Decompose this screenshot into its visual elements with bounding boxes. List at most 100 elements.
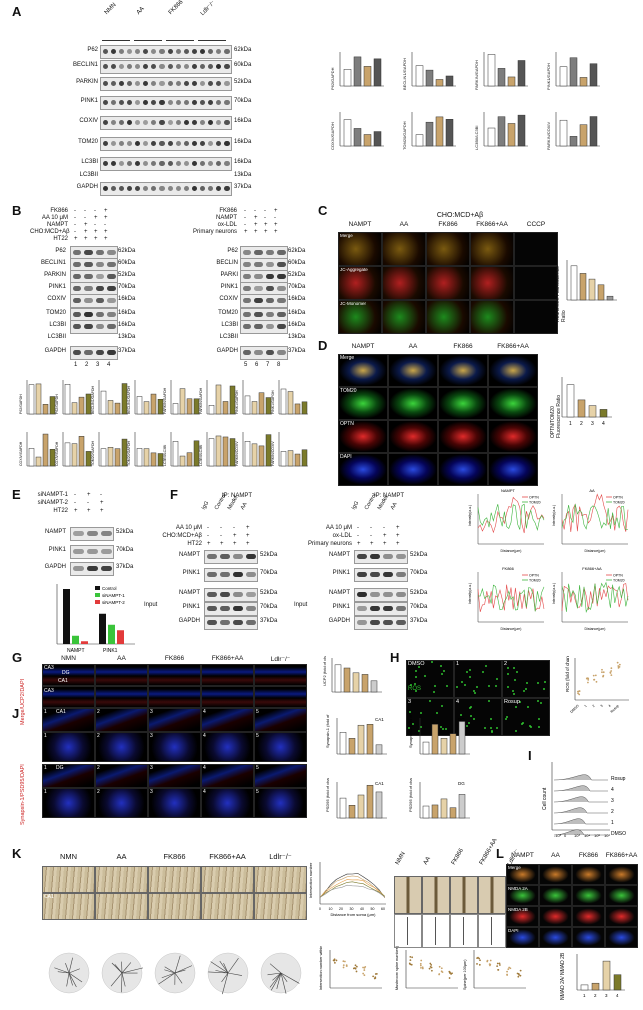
mini-bar-chart (242, 380, 272, 415)
blot-band (224, 161, 230, 166)
blot-band (200, 49, 206, 54)
micrograph-tile (201, 686, 254, 708)
dendrite (223, 962, 229, 974)
blot-band (143, 120, 149, 125)
dendrite (174, 955, 181, 974)
bar (114, 448, 121, 467)
bar (121, 438, 128, 467)
tile-label: 3 (408, 699, 412, 705)
micrograph-tile (514, 300, 558, 334)
bar (179, 455, 186, 467)
cell-dot (445, 685, 448, 688)
bar (222, 436, 229, 467)
blot-band (151, 64, 157, 69)
cell-dot (435, 712, 438, 715)
blot-band (84, 324, 93, 329)
mini-bar-chart (278, 380, 308, 415)
condition-sign: - (244, 208, 246, 214)
data-point (587, 681, 589, 684)
micrograph-tile (406, 660, 454, 698)
cell-dot (513, 666, 516, 669)
panel-label-b: B (12, 203, 22, 218)
condition-sign: - (74, 215, 76, 221)
blot-band (107, 286, 116, 291)
bar (157, 453, 164, 467)
blot-band (356, 592, 367, 597)
bar (422, 805, 430, 819)
bar (85, 393, 92, 415)
micrograph-tile (338, 354, 388, 387)
bar (294, 453, 301, 467)
condition-sign: + (274, 208, 278, 214)
tile-number: 5 (256, 733, 259, 739)
blot-band (84, 312, 93, 317)
blot-band (175, 186, 181, 191)
data-point (518, 973, 520, 976)
blot-band (242, 286, 251, 291)
bar (64, 384, 71, 415)
condition-sign: - (100, 492, 102, 498)
blot-label: PARKIN (76, 79, 98, 85)
dendrite (280, 972, 300, 984)
cell-dot (430, 661, 433, 664)
bar (487, 54, 496, 87)
kda-label: 70kDa (260, 604, 278, 610)
blot-band (200, 64, 206, 69)
blot-row-f (204, 550, 258, 564)
blot-band (102, 100, 108, 105)
data-point (333, 959, 336, 962)
y-axis-label: Synapsin-1 (fold of change) (408, 714, 413, 748)
blot-label: GAPDH (328, 618, 350, 624)
chart-ylabel: PINK1/GAPDH (271, 390, 275, 414)
blot-band (72, 274, 81, 279)
condition-sign: - (383, 525, 385, 531)
micrograph-tile (95, 764, 148, 788)
y-axis-label: PSD95 (fold of change) (325, 778, 330, 812)
condition-sign: + (104, 229, 108, 235)
data-point (497, 968, 499, 971)
mini-bar-chart (411, 112, 456, 147)
cell-dot (522, 690, 525, 693)
kda-label: 52kDa (288, 272, 306, 278)
kda-label: 52kDa (116, 529, 134, 535)
micrograph-tile (338, 420, 388, 453)
blot-label: BECLIN1 (40, 260, 66, 266)
lane-number: 7 (266, 362, 270, 368)
blot-band (110, 64, 116, 69)
condition-sign: + (246, 525, 250, 531)
micrograph-tile (201, 732, 254, 762)
x-tick-label: 30 (350, 907, 354, 911)
cell-dot (543, 680, 546, 683)
micrograph-tile (254, 686, 307, 708)
cell-dot (408, 727, 411, 730)
x-axis-label: Distance(μm) (585, 627, 606, 631)
bar (172, 441, 179, 467)
data-point (507, 968, 510, 971)
cell-dot (506, 686, 509, 689)
blot-band (219, 592, 230, 597)
blot-band (95, 274, 104, 279)
blot-band (254, 286, 263, 291)
cell-dot (442, 670, 445, 673)
kda-label: 70kDa (234, 98, 252, 104)
condition-label: Primary neurons (307, 541, 352, 547)
blot-band (95, 312, 104, 317)
plot-title: FK866 (502, 566, 515, 571)
blot-band (216, 141, 222, 146)
bar (599, 409, 608, 418)
blot-label: PINK1 (220, 284, 238, 290)
sholl-tracing (260, 952, 302, 994)
kda-label: 60kDa (288, 260, 306, 266)
data-point (476, 957, 479, 960)
bar (49, 449, 56, 467)
condition-sign: - (244, 215, 246, 221)
kda-label: 60kDa (118, 260, 136, 266)
micrograph-tile (148, 732, 201, 762)
condition-sign: - (87, 500, 89, 506)
blot-band (84, 262, 93, 267)
x-tick-label: 3 (591, 421, 594, 427)
blot-band (143, 64, 149, 69)
golgi-micrograph (42, 893, 95, 920)
blot-label: NAMPT (329, 590, 350, 596)
micrograph-tile (572, 864, 605, 885)
